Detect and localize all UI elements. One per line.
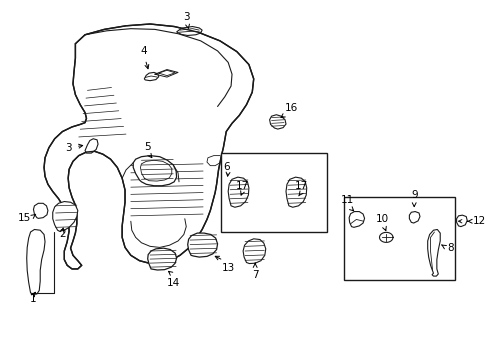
Text: 3: 3 [183, 12, 189, 22]
Text: 15: 15 [17, 213, 31, 222]
Polygon shape [456, 215, 466, 226]
Text: 16: 16 [285, 103, 298, 113]
Text: 1: 1 [30, 294, 37, 304]
Polygon shape [427, 229, 439, 276]
Bar [221, 153, 327, 232]
Text: 10: 10 [375, 214, 388, 224]
Text: 4: 4 [140, 46, 146, 56]
Text: 8: 8 [446, 243, 453, 253]
Bar [343, 197, 454, 280]
Polygon shape [147, 248, 176, 270]
Text: 9: 9 [410, 190, 417, 200]
Polygon shape [269, 115, 285, 129]
Text: 7: 7 [251, 270, 258, 280]
Text: 2: 2 [59, 229, 65, 239]
Polygon shape [27, 229, 45, 294]
Text: 3: 3 [65, 143, 72, 153]
Polygon shape [243, 239, 265, 264]
Text: 17: 17 [294, 181, 307, 192]
Text: 14: 14 [166, 278, 180, 288]
Text: 5: 5 [144, 142, 151, 152]
Polygon shape [133, 156, 176, 186]
Text: 6: 6 [223, 162, 229, 172]
Text: 11: 11 [340, 195, 354, 205]
Polygon shape [176, 27, 202, 36]
Polygon shape [44, 24, 253, 269]
Polygon shape [285, 177, 306, 207]
Text: 13: 13 [221, 263, 234, 273]
Polygon shape [53, 202, 78, 231]
Polygon shape [187, 233, 217, 257]
Text: 17: 17 [236, 181, 249, 192]
Polygon shape [408, 212, 419, 223]
Polygon shape [144, 72, 159, 81]
Text: 12: 12 [472, 216, 485, 226]
Polygon shape [33, 203, 48, 219]
Polygon shape [85, 139, 98, 153]
Polygon shape [348, 212, 364, 227]
Polygon shape [228, 177, 248, 207]
